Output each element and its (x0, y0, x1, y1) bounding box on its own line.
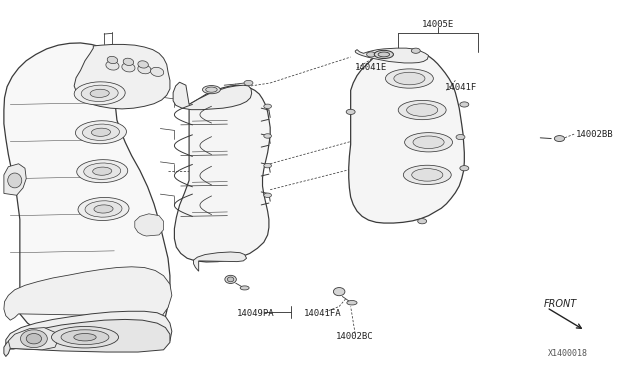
Text: 14041F: 14041F (445, 83, 477, 92)
Ellipse shape (106, 61, 119, 70)
Ellipse shape (225, 275, 236, 283)
Ellipse shape (8, 173, 22, 188)
Polygon shape (355, 48, 429, 63)
Text: 14002BB: 14002BB (575, 129, 613, 139)
Ellipse shape (333, 288, 345, 296)
Ellipse shape (74, 82, 125, 105)
Ellipse shape (108, 56, 118, 64)
Circle shape (412, 48, 420, 53)
Text: 14002BC: 14002BC (336, 331, 374, 341)
Ellipse shape (93, 167, 112, 175)
Ellipse shape (406, 104, 438, 116)
Polygon shape (74, 44, 170, 109)
Ellipse shape (20, 330, 47, 347)
Ellipse shape (394, 72, 425, 85)
Polygon shape (349, 51, 465, 223)
Ellipse shape (74, 334, 96, 341)
Circle shape (418, 219, 427, 224)
Ellipse shape (76, 121, 127, 144)
Circle shape (460, 102, 468, 107)
Ellipse shape (26, 334, 42, 344)
Ellipse shape (403, 165, 451, 185)
Ellipse shape (385, 69, 433, 88)
Ellipse shape (150, 67, 164, 76)
Ellipse shape (227, 277, 234, 282)
Circle shape (456, 135, 465, 140)
Ellipse shape (51, 327, 118, 348)
Ellipse shape (85, 201, 122, 217)
Polygon shape (135, 214, 164, 236)
Circle shape (244, 80, 253, 86)
Circle shape (264, 134, 271, 138)
Ellipse shape (83, 124, 120, 141)
Circle shape (264, 104, 271, 109)
Text: 14049PA: 14049PA (237, 310, 275, 318)
Polygon shape (193, 252, 246, 271)
Circle shape (346, 109, 355, 115)
Ellipse shape (138, 61, 148, 68)
Ellipse shape (404, 133, 452, 152)
Polygon shape (4, 164, 26, 195)
Polygon shape (4, 43, 170, 350)
Polygon shape (4, 267, 172, 320)
Ellipse shape (347, 301, 357, 305)
Text: X1400018: X1400018 (548, 349, 588, 358)
Ellipse shape (90, 89, 109, 97)
Ellipse shape (77, 160, 128, 183)
Ellipse shape (122, 63, 135, 72)
Ellipse shape (240, 286, 249, 290)
Ellipse shape (202, 86, 220, 94)
Circle shape (367, 52, 376, 57)
Polygon shape (6, 311, 172, 351)
Ellipse shape (123, 58, 134, 65)
Ellipse shape (374, 50, 394, 58)
Circle shape (264, 163, 271, 168)
Circle shape (264, 193, 271, 198)
Text: 14005E: 14005E (422, 20, 454, 29)
Ellipse shape (205, 87, 217, 92)
Ellipse shape (398, 100, 446, 120)
Ellipse shape (84, 163, 121, 179)
Ellipse shape (92, 128, 111, 137)
Text: 14041FA: 14041FA (304, 310, 342, 318)
Ellipse shape (378, 52, 390, 57)
Circle shape (460, 166, 468, 171)
Ellipse shape (413, 136, 444, 148)
Ellipse shape (78, 198, 129, 221)
Polygon shape (174, 85, 270, 262)
Ellipse shape (94, 205, 113, 213)
Text: 14041E: 14041E (355, 63, 387, 72)
Polygon shape (173, 82, 252, 110)
Ellipse shape (138, 65, 151, 74)
Ellipse shape (412, 169, 443, 181)
Ellipse shape (81, 85, 118, 102)
Polygon shape (4, 320, 170, 356)
Circle shape (554, 136, 564, 141)
Text: FRONT: FRONT (543, 299, 577, 309)
Polygon shape (8, 328, 58, 350)
Ellipse shape (61, 330, 109, 344)
